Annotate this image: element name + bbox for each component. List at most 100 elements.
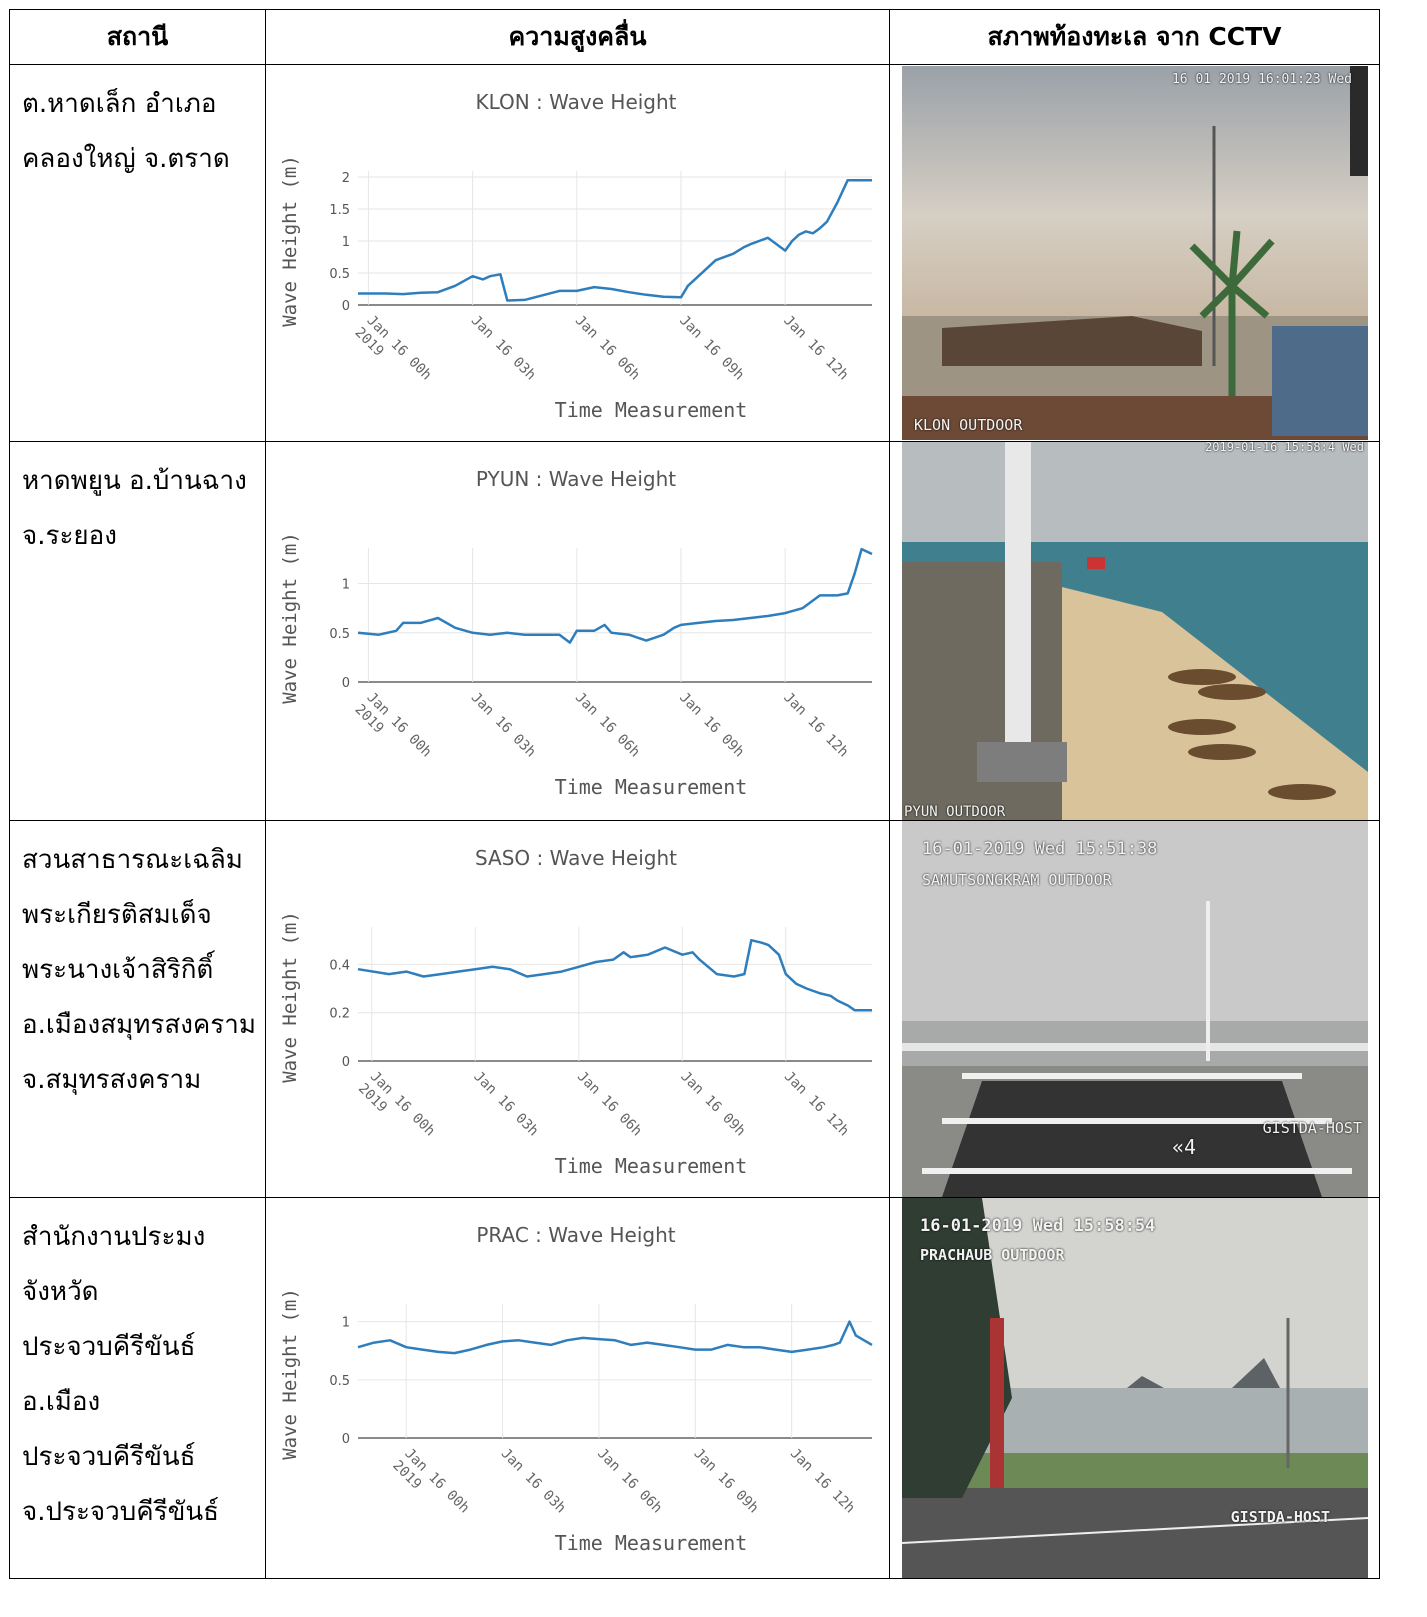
boat — [1168, 719, 1236, 735]
x-tick-label: Jan 16 06h — [572, 313, 643, 384]
y-tick-label: 0.5 — [329, 1374, 350, 1389]
y-tick-label: 2 — [342, 171, 350, 186]
chart-title: PYUN : Wave Height — [476, 467, 676, 491]
x-axis-label: Time Measurement — [555, 1531, 748, 1555]
series-line — [357, 1320, 873, 1355]
wave-chart-prac: PRAC : Wave Height 0 0.5 1 Jan 16 00h2019 Jan… — [279, 1223, 873, 1555]
x-tick-label: Jan 16 06h — [572, 690, 643, 761]
series-line — [357, 547, 873, 644]
sky — [902, 66, 1368, 316]
road — [902, 1488, 1368, 1578]
y-tick-label: 0 — [342, 1432, 350, 1447]
sky — [902, 821, 1368, 1021]
wave-chart-pyun: PYUN : Wave Height 0 0.5 1 Jan 16 00h2019 Jan… — [279, 467, 873, 799]
x-tick-label: Jan 16 12h — [780, 690, 851, 761]
x-tick-label: Jan 16 03h — [468, 690, 539, 761]
tree — [902, 1198, 1012, 1498]
cctv-cell: 16-01-2019 Wed 15:58:54 PRACHAUB OUTDOOR G… — [889, 1197, 1380, 1579]
cctv-image-pyun: 2019-01-16 15:58:4 Wed PYUN OUTDOOR — [902, 442, 1368, 820]
x-tick-label: Jan 16 09h — [676, 690, 747, 761]
cam-label: PRACHAUB OUTDOOR — [920, 1246, 1065, 1264]
cctv-image-klon: 16 01 2019 16:01:23 Wed KLON OUTDOOR — [902, 66, 1368, 440]
cctv-image-saso: 16-01-2019 Wed 15:51:38 SAMUTSONGKRAM OUT… — [902, 821, 1368, 1197]
station-line: อ.เมือง — [22, 1387, 101, 1417]
cctv-image-prac: 16-01-2019 Wed 15:58:54 PRACHAUB OUTDOOR G… — [902, 1198, 1368, 1578]
cam-label: PYUN OUTDOOR — [904, 804, 1006, 820]
flag — [1087, 557, 1105, 569]
cam-timestamp: 16 01 2019 16:01:23 Wed — [1171, 72, 1352, 87]
y-axis-label: Wave Height (m) — [279, 532, 301, 704]
frame-edge — [1350, 66, 1368, 176]
x-tick-label: Jan 16 09h — [676, 313, 747, 384]
chart-title: KLON : Wave Height — [475, 90, 676, 114]
tower — [990, 1318, 1004, 1488]
x-tick-label: Jan 16 03h — [498, 1446, 569, 1517]
station-cell: สวนสาธารณะเฉลิม พระเกียรติสมเด็จ พระนางเ… — [9, 820, 266, 1198]
cam-channel: «4 — [1172, 1135, 1197, 1159]
station-line: หาดพยูน อ.บ้านฉาง — [22, 466, 247, 496]
boat — [1168, 669, 1236, 685]
station-line: พระเกียรติสมเด็จ — [22, 900, 212, 930]
x-tick-label: Jan 16 12h — [780, 313, 851, 384]
railing — [902, 1043, 1368, 1051]
chart-title: PRAC : Wave Height — [476, 1223, 675, 1247]
y-axis-label: Wave Height (m) — [279, 911, 301, 1083]
x-tick-label: Jan 16 00h2019 — [355, 1069, 438, 1152]
x-tick-label: Jan 16 00h2019 — [352, 313, 435, 396]
table-row: ต.หาดเล็ก อำเภอ คลองใหญ่ จ.ตราด KLON : W… — [9, 64, 1380, 442]
white-rails — [922, 1073, 1352, 1174]
cam-timestamp: 16-01-2019 Wed 15:58:54 — [920, 1216, 1156, 1236]
station-line: ประจวบคีรีขันธ์ — [22, 1442, 196, 1472]
station-line: ต.หาดเล็ก อำเภอ — [22, 89, 217, 119]
cam-timestamp: 16-01-2019 Wed 15:51:38 — [922, 839, 1158, 859]
header-row: สถานี ความสูงคลื่น สภาพท้องทะเล จาก CCTV — [9, 9, 1380, 65]
station-line: อ.เมืองสมุทรสงคราม — [22, 1010, 256, 1040]
boat — [1188, 744, 1256, 760]
table-row: สำนักงานประมง จังหวัด ประจวบคีรีขันธ์ อ.… — [9, 1197, 1380, 1579]
cam-timestamp: 2019-01-16 15:58:4 Wed — [1205, 442, 1364, 454]
station-cell: สำนักงานประมง จังหวัด ประจวบคีรีขันธ์ อ.… — [9, 1197, 266, 1579]
y-tick-label: 0.2 — [329, 1007, 350, 1022]
table-row: หาดพยูน อ.บ้านฉาง จ.ระยอง PYUN : Wave He… — [9, 441, 1380, 821]
x-axis-label: Time Measurement — [555, 775, 748, 799]
station-line: สำนักงานประมง — [22, 1222, 206, 1252]
wave-chart-cell: PRAC : Wave Height 0 0.5 1 Jan 16 00h2019 Jan… — [265, 1197, 890, 1579]
cam-overlay: GISTDA-HOST — [1230, 1508, 1330, 1526]
x-tick-label: Jan 16 03h — [470, 1069, 541, 1140]
wave-chart-klon: KLON : Wave Height 0 0.5 1 1.5 2 Jan 16 00h201… — [279, 90, 872, 422]
header-station: สถานี — [9, 9, 266, 65]
station-line: จ.ระยอง — [22, 521, 117, 551]
y-tick-label: 0.4 — [329, 958, 350, 973]
station-line: ประจวบคีรีขันธ์ — [22, 1332, 196, 1362]
pole-base — [977, 742, 1067, 782]
station-line: จ.สมุทรสงคราม — [22, 1065, 202, 1095]
x-tick-label: Jan 16 03h — [468, 313, 539, 384]
cam-label: SAMUTSONGKRAM OUTDOOR — [922, 871, 1112, 889]
table-row: สวนสาธารณะเฉลิม พระเกียรติสมเด็จ พระนางเ… — [9, 820, 1380, 1198]
x-tick-label: Jan 16 06h — [574, 1069, 645, 1140]
x-tick-label: Jan 16 00h2019 — [352, 690, 435, 773]
y-axis-label: Wave Height (m) — [279, 1288, 301, 1460]
islands — [1127, 1358, 1280, 1388]
station-table: สถานี ความสูงคลื่น สภาพท้องทะเล จาก CCTV… — [9, 9, 1380, 1579]
y-tick-label: 1.5 — [329, 203, 350, 218]
cam-label: KLON OUTDOOR — [914, 416, 1023, 434]
station-line: คลองใหญ่ จ.ตราด — [22, 144, 230, 174]
chart-title: SASO : Wave Height — [475, 846, 677, 870]
cctv-cell: 16 01 2019 16:01:23 Wed KLON OUTDOOR — [889, 64, 1380, 442]
cctv-cell: 16-01-2019 Wed 15:51:38 SAMUTSONGKRAM OUT… — [889, 820, 1380, 1198]
y-tick-label: 0 — [342, 1055, 350, 1070]
stairwell — [942, 1081, 1322, 1197]
header-wave-height: ความสูงคลื่น — [265, 9, 890, 65]
y-axis-label: Wave Height (m) — [279, 155, 301, 327]
building — [1272, 326, 1368, 436]
x-tick-label: Jan 16 09h — [677, 1069, 748, 1140]
road-line — [902, 1517, 1368, 1544]
y-tick-label: 1 — [342, 235, 350, 250]
x-tick-label: Jan 16 09h — [690, 1446, 761, 1517]
station-line: จังหวัด — [22, 1277, 99, 1307]
wave-chart-cell: PYUN : Wave Height 0 0.5 1 Jan 16 00h2019 Jan… — [265, 441, 890, 821]
cam-overlay: GISTDA-HOST — [1262, 1119, 1362, 1137]
palm-tree — [1189, 230, 1275, 396]
y-tick-label: 1 — [342, 578, 350, 593]
